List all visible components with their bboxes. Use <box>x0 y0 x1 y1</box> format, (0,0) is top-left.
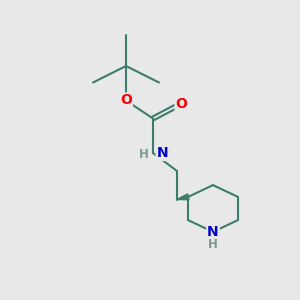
Text: N: N <box>157 146 168 160</box>
Text: H: H <box>139 148 148 161</box>
Polygon shape <box>177 194 189 200</box>
Text: O: O <box>176 97 188 110</box>
Text: O: O <box>120 94 132 107</box>
Text: H: H <box>208 238 218 251</box>
Text: N: N <box>207 225 219 239</box>
